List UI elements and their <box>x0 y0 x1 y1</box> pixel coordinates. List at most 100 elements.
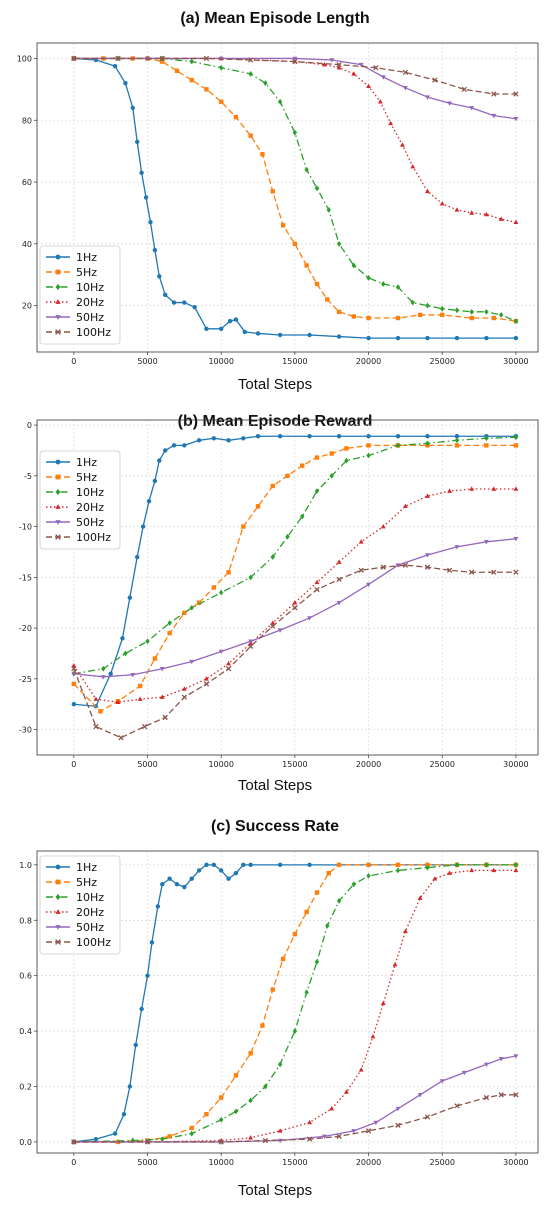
data-point <box>285 473 290 479</box>
data-point <box>366 873 371 879</box>
data-point <box>115 55 121 62</box>
chart-success-rate: 0 5000 10000 15000 20000 25000 30000 0.0 0.2 0.4 0… <box>19 850 539 1167</box>
data-point <box>366 443 371 448</box>
data-point <box>145 638 150 645</box>
legend-label: 20Hz <box>76 906 104 919</box>
data-point <box>304 166 309 173</box>
data-point <box>292 129 298 136</box>
data-point <box>358 567 364 573</box>
gridlines <box>37 43 538 352</box>
y-tick-label: 60 <box>22 178 32 187</box>
data-point <box>211 436 217 441</box>
data-point <box>218 1116 224 1123</box>
data-point <box>189 876 194 881</box>
data-point <box>306 1136 313 1142</box>
data-point <box>469 308 474 315</box>
data-point <box>159 666 165 672</box>
data-point <box>211 862 217 868</box>
data-point <box>174 882 180 887</box>
data-point <box>277 862 283 868</box>
data-point <box>358 1067 364 1072</box>
data-point <box>388 120 394 126</box>
data-point <box>93 1136 99 1142</box>
data-point <box>454 335 460 341</box>
legend-marker <box>55 534 61 540</box>
legend-marker <box>55 864 61 870</box>
data-point <box>461 86 467 93</box>
plot-frame <box>36 419 539 756</box>
data-point <box>218 1139 224 1145</box>
x-tick-label: 20000 <box>356 357 381 366</box>
data-point <box>469 315 474 321</box>
data-point <box>351 262 357 269</box>
data-point <box>366 83 371 89</box>
data-point <box>513 91 519 97</box>
data-point <box>484 308 489 315</box>
data-point <box>292 1028 298 1034</box>
data-point <box>314 185 320 192</box>
data-point <box>127 595 133 600</box>
x-axis-label: Total Steps <box>237 777 313 794</box>
data-point <box>366 315 371 321</box>
data-point <box>218 1095 224 1100</box>
data-point <box>115 699 121 704</box>
legend-item: 100Hz <box>46 326 111 339</box>
y-tick-label: -10 <box>19 523 32 532</box>
legend-label: 1Hz <box>76 456 97 469</box>
x-tick-label: 25000 <box>429 1158 454 1167</box>
x-tick-label: 5000 <box>137 760 157 769</box>
data-point <box>454 861 460 868</box>
y-tick-label: 0.8 <box>19 916 32 925</box>
series-10Hz <box>71 434 519 677</box>
data-point <box>225 666 232 672</box>
data-point <box>71 663 77 668</box>
legend-marker <box>55 879 61 885</box>
data-point <box>351 71 357 76</box>
data-point <box>498 216 504 221</box>
data-point <box>425 302 430 309</box>
data-point <box>425 493 430 498</box>
data-point <box>160 59 165 64</box>
data-point <box>112 1131 118 1136</box>
data-point <box>182 884 187 890</box>
data-point <box>189 659 195 665</box>
data-point <box>425 434 430 439</box>
legend-marker <box>55 474 61 480</box>
data-point <box>248 71 253 77</box>
data-point <box>491 486 497 491</box>
chart-panel-b: (b) Mean Episode Reward 0 5000 10000 15000 2… <box>0 400 550 805</box>
legend-item: 10Hz <box>46 281 104 294</box>
data-point <box>395 1122 401 1128</box>
data-point <box>344 446 349 451</box>
data-point <box>336 434 342 439</box>
data-point <box>71 1139 77 1145</box>
legend-item: 10Hz <box>46 891 104 904</box>
data-point <box>469 486 475 491</box>
x-tick-label: 0 <box>71 357 76 366</box>
data-point <box>196 600 202 605</box>
data-point <box>329 58 335 63</box>
chart-panel-a: (a) Mean Episode Length 0 5000 10000 15000 2… <box>0 0 550 400</box>
data-point <box>513 116 519 122</box>
data-point <box>395 442 401 449</box>
legend-label: 50Hz <box>76 921 104 934</box>
legend-label: 100Hz <box>76 936 111 949</box>
x-tick-label: 20000 <box>356 760 381 769</box>
y-tick-label: 0 <box>27 421 32 430</box>
legend-label: 50Hz <box>76 311 104 324</box>
data-point <box>336 309 342 315</box>
data-point <box>336 559 342 564</box>
data-point <box>513 1092 519 1098</box>
data-point <box>425 440 430 447</box>
data-point <box>167 876 172 881</box>
data-point <box>300 513 305 520</box>
data-point <box>307 332 312 338</box>
data-point <box>263 1083 268 1090</box>
data-point <box>204 326 209 332</box>
data-point <box>513 867 519 873</box>
y-tick-label: 80 <box>22 116 32 125</box>
data-point <box>233 114 239 120</box>
data-point <box>171 300 177 305</box>
data-point <box>218 589 224 596</box>
data-point <box>381 281 386 287</box>
